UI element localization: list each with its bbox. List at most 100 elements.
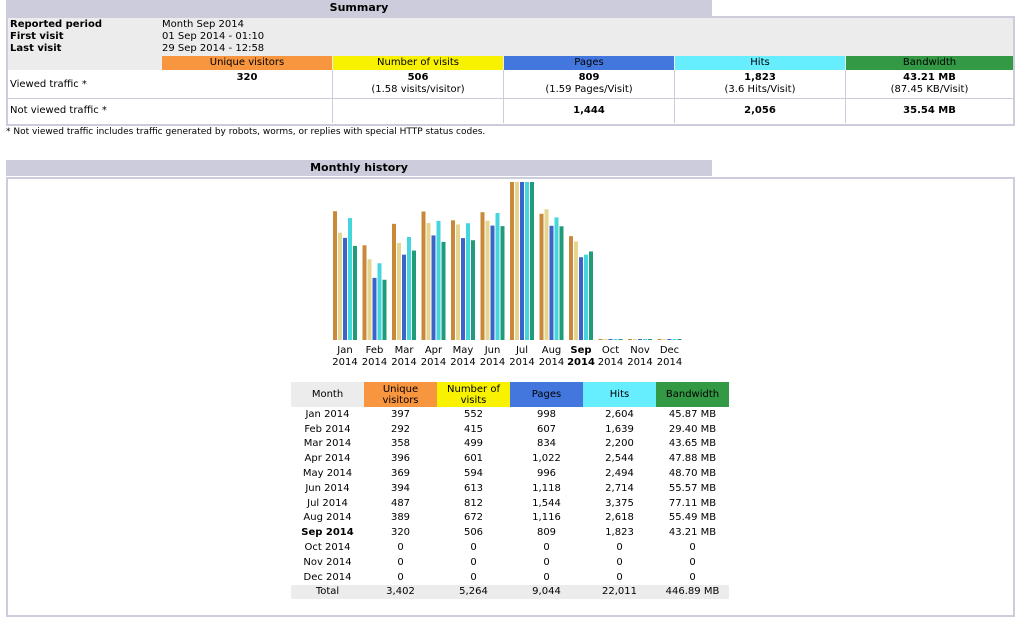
cell-month: May 2014 xyxy=(302,468,353,480)
col-divider xyxy=(332,70,333,123)
bar-bandwidth-jun xyxy=(500,226,505,340)
bar-bandwidth-sep xyxy=(589,251,593,340)
cell-pages: 1,544 xyxy=(532,497,561,509)
table-row: Jan 2014 397 552 998 2,604 45.87 MB xyxy=(291,407,729,422)
cell-total-label: Total xyxy=(291,584,364,600)
monthly-history-table: Month Unique visitors Number of visits P… xyxy=(291,382,729,600)
cell-pages: 1,116 xyxy=(532,512,561,524)
cell-hits: 2,604 xyxy=(605,408,634,420)
x-tick-year-jun: 2014 xyxy=(480,357,505,368)
bar-bandwidth-nov xyxy=(648,339,652,340)
monthly-history-chart: Jan2014Feb2014Mar2014Apr2014May2014Jun20… xyxy=(332,182,682,368)
cell-month: Nov 2014 xyxy=(303,556,352,568)
cell-bandwidth: 43.65 MB xyxy=(668,438,717,450)
table-row: Nov 2014 0 0 0 0 0 xyxy=(291,555,729,570)
not-viewed-bandwidth: 35.54 MB xyxy=(903,105,956,116)
cell-visits: 499 xyxy=(463,438,484,450)
bar-hits-sep xyxy=(584,254,588,340)
col-unique-visitors: Unique visitors xyxy=(162,56,332,70)
summary-panel: Reported period Month Sep 2014 First vis… xyxy=(6,16,1015,126)
cell-bandwidth: 43.21 MB xyxy=(668,527,717,539)
x-tick-year-jan: 2014 xyxy=(332,357,357,368)
cell-pages: 607 xyxy=(536,423,557,435)
cell-unique: 0 xyxy=(397,542,404,554)
x-tick-month-oct: Oct xyxy=(602,345,619,356)
cell-total-pages: 9,044 xyxy=(510,584,583,600)
col-divider xyxy=(845,70,846,123)
x-tick-month-jun: Jun xyxy=(484,345,501,356)
x-tick-year-aug: 2014 xyxy=(539,357,564,368)
cell-unique: 369 xyxy=(390,468,411,480)
cell-pages: 0 xyxy=(543,571,550,583)
bar-visits-nov xyxy=(633,339,637,340)
viewed-bandwidth: 43.21 MB (87.45 KB/Visit) xyxy=(890,72,969,95)
bar-pages-jun xyxy=(490,225,495,340)
col-divider xyxy=(503,70,504,123)
bar-unique-nov xyxy=(628,339,632,340)
viewed-unique: 320 xyxy=(236,72,258,83)
bar-hits-dec xyxy=(672,339,677,340)
cell-hits: 0 xyxy=(616,556,623,568)
bar-visits-may xyxy=(456,224,460,340)
cell-unique: 389 xyxy=(390,512,411,524)
cell-hits: 1,639 xyxy=(605,423,634,435)
x-tick-year-mar: 2014 xyxy=(391,357,416,368)
not-viewed-hits: 2,056 xyxy=(744,105,776,116)
x-tick-month-jul: Jul xyxy=(515,345,528,356)
cell-unique: 358 xyxy=(390,438,411,450)
cell-total-unique: 3,402 xyxy=(364,584,437,600)
bar-unique-mar xyxy=(392,223,396,340)
cell-visits: 672 xyxy=(463,512,484,524)
cell-bandwidth: 77.11 MB xyxy=(668,497,717,509)
bar-hits-nov xyxy=(643,339,647,340)
cell-unique: 0 xyxy=(397,556,404,568)
viewed-visits: 506 (1.58 visits/visitor) xyxy=(371,72,465,95)
x-tick-month-mar: Mar xyxy=(395,345,415,356)
summary-title: Summary xyxy=(6,0,712,16)
table-row: May 2014 369 594 996 2,494 48.70 MB xyxy=(291,466,729,481)
cell-pages: 1,118 xyxy=(532,482,561,494)
x-tick-year-may: 2014 xyxy=(450,357,475,368)
cell-bandwidth: 0 xyxy=(689,542,696,554)
x-tick-year-dec: 2014 xyxy=(657,357,682,368)
x-tick-month-nov: Nov xyxy=(630,345,650,356)
table-row: Feb 2014 292 415 607 1,639 29.40 MB xyxy=(291,422,729,437)
bar-bandwidth-aug xyxy=(559,226,564,340)
bar-pages-dec xyxy=(667,339,672,340)
bar-visits-jun xyxy=(485,220,490,340)
cell-month: Oct 2014 xyxy=(304,542,351,554)
bar-visits-oct xyxy=(603,339,608,340)
viewed-hits: 1,823 (3.6 Hits/Visit) xyxy=(724,72,796,95)
table-row: Aug 2014 389 672 1,116 2,618 55.49 MB xyxy=(291,511,729,526)
bar-pages-oct xyxy=(608,339,613,340)
col-pages: Pages xyxy=(504,56,674,70)
bar-bandwidth-apr xyxy=(441,241,446,340)
x-tick-month-apr: Apr xyxy=(425,345,443,356)
bar-unique-jun xyxy=(480,212,485,340)
bar-hits-apr xyxy=(436,220,441,340)
cell-month: Feb 2014 xyxy=(304,423,351,435)
cell-month: Mar 2014 xyxy=(303,438,352,450)
cell-visits: 0 xyxy=(470,542,477,554)
bar-bandwidth-jul xyxy=(530,182,534,340)
x-tick-year-sep: 2014 xyxy=(567,357,595,368)
bar-hits-may xyxy=(466,223,470,340)
cell-bandwidth: 29.40 MB xyxy=(668,423,717,435)
table-row: Mar 2014 358 499 834 2,200 43.65 MB xyxy=(291,437,729,452)
viewed-traffic-label: Viewed traffic * xyxy=(10,79,87,90)
bar-unique-aug xyxy=(539,213,544,340)
x-tick-month-aug: Aug xyxy=(542,345,562,356)
cell-visits: 594 xyxy=(463,468,484,480)
cell-unique: 397 xyxy=(390,408,411,420)
cell-visits: 552 xyxy=(463,408,484,420)
cell-hits: 1,823 xyxy=(605,527,634,539)
first-visit-value: 01 Sep 2014 - 01:10 xyxy=(162,31,265,42)
th-month: Month xyxy=(291,382,364,407)
bar-unique-may xyxy=(451,220,455,340)
bar-unique-jan xyxy=(333,211,337,340)
bar-hits-jul xyxy=(525,182,529,340)
bar-unique-feb xyxy=(362,245,367,340)
cell-hits: 2,714 xyxy=(605,482,634,494)
cell-visits: 0 xyxy=(470,556,477,568)
bar-pages-jul xyxy=(520,182,524,340)
